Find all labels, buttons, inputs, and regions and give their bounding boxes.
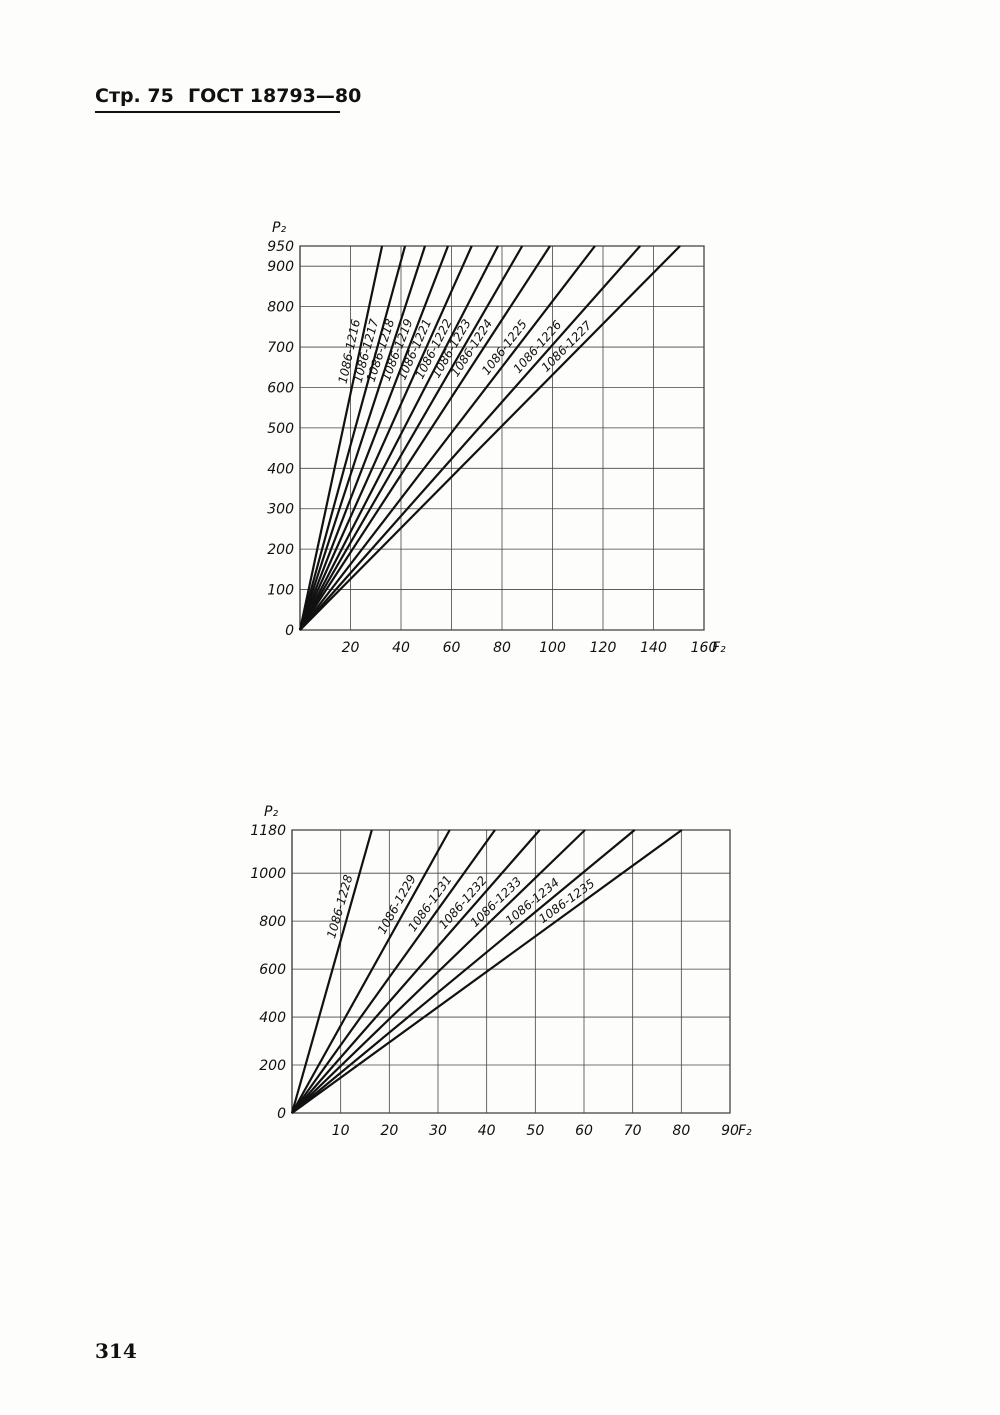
series-line: [299, 245, 499, 631]
y-tick-label: 300: [267, 502, 294, 518]
y-tick-label: 700: [267, 340, 294, 356]
series-line: [298, 245, 427, 631]
page-number: 314: [95, 1339, 137, 1363]
y-tick-label: 950: [267, 239, 294, 255]
y-tick-label: 600: [259, 962, 286, 978]
x-tick-label: 40: [478, 1123, 496, 1139]
series-line: [299, 245, 681, 631]
x-tick-label: 90: [721, 1123, 739, 1139]
series-line: [298, 245, 384, 631]
x-tick-label: 140: [640, 640, 667, 656]
y-tick-label: 800: [267, 300, 294, 316]
y-axis-label: P₂: [264, 804, 278, 820]
series-line: [291, 829, 636, 1114]
x-tick-label: 160: [691, 640, 718, 656]
y-tick-label: 1180: [250, 823, 286, 839]
series-line: [291, 829, 586, 1114]
x-tick-label: 60: [575, 1123, 593, 1139]
y-tick-label: 0: [285, 623, 294, 639]
series-line: [299, 245, 551, 631]
y-tick-label: 0: [277, 1106, 286, 1122]
x-tick-label: 80: [672, 1123, 690, 1139]
x-tick-label: 20: [342, 640, 360, 656]
series-line: [291, 829, 451, 1114]
y-tick-label: 400: [267, 461, 294, 477]
series-line: [291, 829, 541, 1114]
plot-frame: [291, 829, 731, 1114]
x-tick-label: 20: [380, 1123, 398, 1139]
y-tick-label: 500: [267, 421, 294, 437]
x-axis-label: F₂: [738, 1123, 752, 1139]
y-tick-label: 200: [267, 542, 294, 558]
series-line: [290, 829, 373, 1114]
y-tick-label: 1000: [250, 866, 286, 882]
x-tick-label: 100: [539, 640, 566, 656]
x-tick-label: 120: [590, 640, 617, 656]
series-line: [299, 245, 641, 631]
series-line: [291, 829, 496, 1114]
series-line: [298, 245, 407, 631]
y-tick-label: 100: [267, 583, 294, 599]
x-tick-label: 80: [493, 640, 511, 656]
x-tick-label: 30: [429, 1123, 447, 1139]
y-tick-label: 600: [267, 380, 294, 396]
series-line: [298, 245, 449, 631]
y-tick-label: 400: [259, 1010, 286, 1026]
y-axis-label: P₂: [272, 220, 286, 236]
x-axis-label: F₂: [712, 640, 726, 656]
x-tick-label: 10: [332, 1123, 350, 1139]
y-tick-label: 800: [259, 914, 286, 930]
y-tick-label: 900: [267, 259, 294, 275]
x-tick-label: 40: [392, 640, 410, 656]
page-header: Стр. 75: [95, 85, 174, 107]
series-line: [299, 245, 524, 631]
x-tick-label: 60: [443, 640, 461, 656]
standard-header: ГОСТ 18793—80: [188, 85, 361, 107]
x-tick-label: 70: [624, 1123, 642, 1139]
y-tick-label: 200: [259, 1058, 286, 1074]
x-tick-label: 50: [526, 1123, 544, 1139]
series-line: [291, 829, 683, 1114]
series-line: [299, 245, 596, 631]
series-line: [298, 245, 473, 631]
